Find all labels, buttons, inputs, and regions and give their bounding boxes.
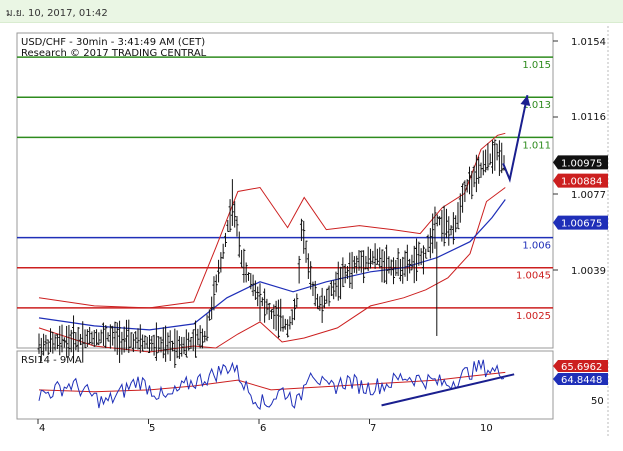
chart-subtitle: Research © 2017 TRADING CENTRAL — [21, 48, 207, 59]
level-label: 1.0025 — [516, 311, 551, 322]
forecast-arrow-head — [520, 95, 531, 107]
chart-title: USD/CHF - 30min - 3:41:49 AM (CET) — [21, 37, 205, 48]
price-tag: 1.00675 — [561, 219, 602, 230]
rsi-trendline — [381, 373, 515, 407]
rsi-panel-frame — [16, 350, 554, 420]
date-time-label: ม.ย. 10, 2017, 01:42 — [6, 8, 108, 19]
rsi-ma-line — [38, 371, 506, 393]
price-tag: 1.00975 — [561, 158, 602, 169]
x-tick-label: 5 — [149, 423, 155, 434]
price-tag-bg — [553, 215, 608, 230]
level-label: 1.015 — [522, 60, 551, 71]
price-tag-bg — [553, 155, 608, 170]
forecast-arrow-line — [502, 94, 529, 183]
rsi-y-tick-label: 50 — [591, 396, 604, 407]
y-tick-label: 1.0039 — [571, 266, 606, 277]
x-tick-label: 4 — [39, 423, 45, 434]
rsi-tag-bg — [553, 360, 608, 372]
rsi-title: RSI14 - 9MA — [21, 355, 82, 366]
y-tick-label: 1.0154 — [571, 37, 606, 48]
top-date-bar: ม.ย. 10, 2017, 01:42 — [0, 0, 623, 23]
level-label: 1.011 — [522, 140, 551, 151]
y-tick-label: 1.0116 — [571, 112, 606, 123]
price-tag-bg — [553, 173, 608, 188]
level-label: 1.0045 — [516, 271, 551, 282]
rsi-line — [38, 359, 505, 410]
y-tick-label: 1.0077 — [571, 190, 606, 201]
main-panel-frame — [16, 32, 554, 349]
level-label: 1.006 — [522, 241, 551, 252]
rsi-tag: 65.6962 — [561, 362, 602, 373]
x-tick-label: 7 — [370, 423, 376, 434]
price-tag: 1.00884 — [561, 177, 602, 188]
x-tick-label: 10 — [480, 423, 493, 434]
rsi-tag: 64.8448 — [561, 375, 602, 386]
rsi-tag-bg — [553, 373, 608, 385]
x-tick-label: 6 — [260, 423, 266, 434]
level-label: 1.013 — [522, 100, 551, 111]
